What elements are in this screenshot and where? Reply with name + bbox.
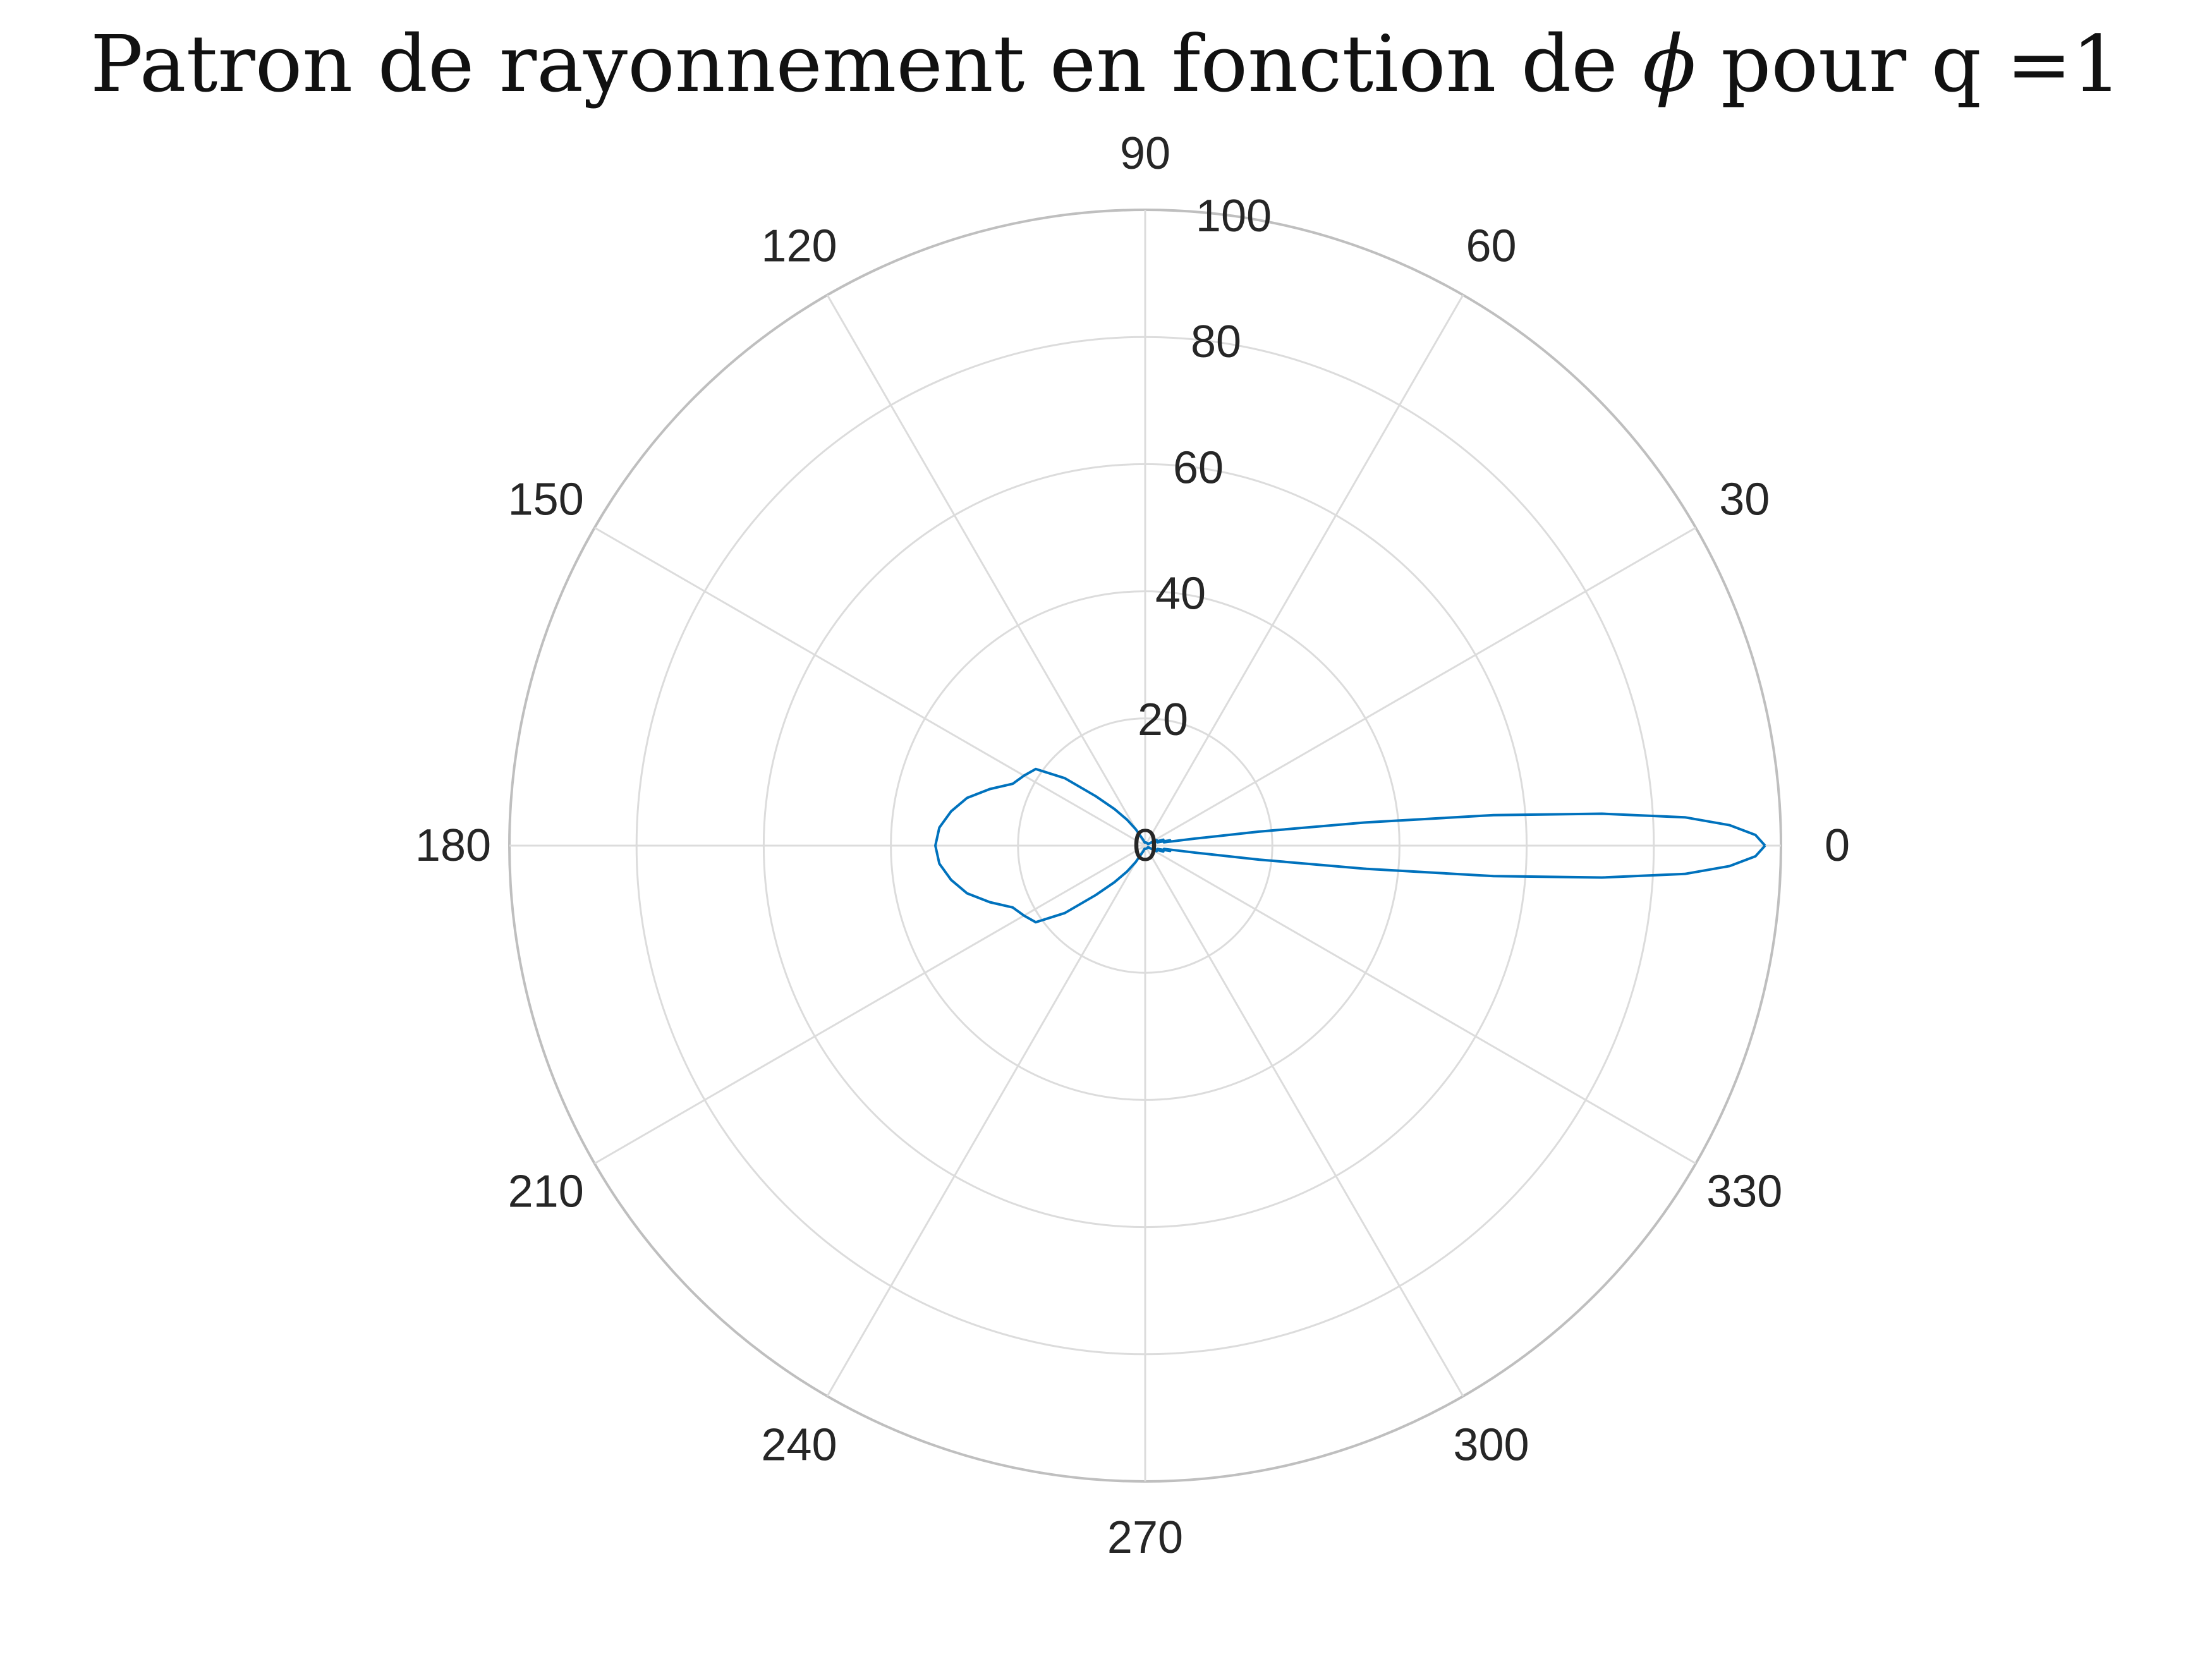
tick-labels: 0 30 60 90 120 150 180 210 240 270 300 330 0 20 40 60 80… bbox=[415, 128, 1850, 1563]
r-tick-label-60: 60 bbox=[1173, 442, 1224, 493]
series-line-0 bbox=[934, 767, 1766, 924]
theta-grid-line-60 bbox=[1144, 295, 1464, 846]
r-tick-label-80: 80 bbox=[1191, 317, 1241, 367]
theta-tick-label-210: 210 bbox=[508, 1167, 584, 1217]
chart-title: Patron de rayonnement en fonction de ϕ p… bbox=[0, 19, 2212, 110]
theta-tick-label-180: 180 bbox=[415, 820, 491, 871]
theta-tick-label-270: 270 bbox=[1107, 1512, 1183, 1563]
r-tick-label-100: 100 bbox=[1196, 191, 1272, 241]
theta-tick-label-150: 150 bbox=[508, 475, 584, 525]
r-tick-label-20: 20 bbox=[1138, 695, 1188, 745]
theta-grid-line-120 bbox=[826, 295, 1146, 846]
theta-grid-line-240 bbox=[826, 845, 1146, 1397]
theta-grid-line-30 bbox=[1145, 526, 1696, 847]
theta-tick-label-240: 240 bbox=[761, 1419, 837, 1470]
theta-tick-label-90: 90 bbox=[1120, 128, 1170, 179]
polar-grid bbox=[508, 209, 1782, 1483]
theta-tick-label-330: 330 bbox=[1706, 1167, 1782, 1217]
theta-tick-label-0: 0 bbox=[1825, 820, 1850, 871]
theta-grid-line-300 bbox=[1144, 845, 1464, 1397]
theta-grid-line-150 bbox=[594, 526, 1146, 847]
r-tick-label-0: 0 bbox=[1133, 820, 1158, 871]
chart-title-suffix: pour q =1 bbox=[1696, 19, 2122, 110]
r-tick-label-40: 40 bbox=[1155, 569, 1206, 619]
theta-tick-label-30: 30 bbox=[1719, 475, 1770, 525]
series-layer bbox=[934, 767, 1766, 924]
theta-tick-label-120: 120 bbox=[761, 221, 837, 272]
theta-tick-label-60: 60 bbox=[1466, 221, 1516, 272]
theta-grid-line-330 bbox=[1145, 844, 1696, 1165]
chart-title-symbol: ϕ bbox=[1643, 19, 1696, 110]
theta-grid-line-210 bbox=[594, 844, 1146, 1165]
chart-title-prefix: Patron de rayonnement en fonction de bbox=[90, 19, 1643, 110]
theta-tick-label-300: 300 bbox=[1453, 1419, 1529, 1470]
